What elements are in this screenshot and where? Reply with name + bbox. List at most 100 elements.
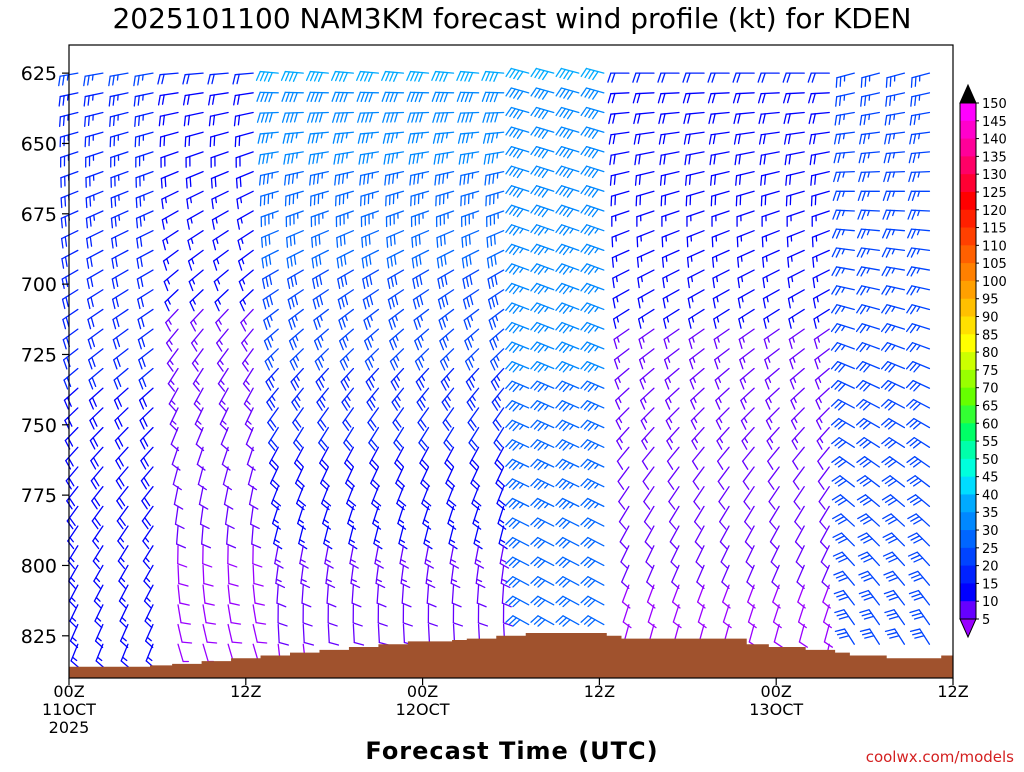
barb-shaft	[821, 546, 829, 562]
barb-shaft	[115, 428, 128, 441]
barb-shaft	[673, 585, 679, 602]
barb-flag	[418, 174, 419, 183]
barb-flag	[864, 134, 866, 143]
barb-flag	[784, 114, 786, 123]
barb-flag	[115, 420, 119, 429]
barb-flag	[267, 174, 268, 183]
barb-half-flag	[642, 337, 644, 342]
barb-flag	[315, 72, 319, 81]
barb-flag	[485, 175, 486, 184]
wind-barb	[464, 290, 479, 309]
barb-flag	[442, 153, 444, 162]
wind-barb	[62, 270, 78, 288]
barb-flag	[451, 583, 460, 587]
barb-half-flag	[397, 396, 400, 400]
barb-flag	[617, 441, 622, 449]
barb-shaft	[538, 518, 554, 526]
wind-barb	[856, 381, 879, 391]
barb-shaft	[185, 93, 203, 96]
barb-flag	[482, 92, 485, 101]
wind-barb	[506, 440, 529, 450]
wind-barb	[857, 438, 880, 448]
wind-barb	[911, 629, 930, 644]
barb-flag	[839, 134, 841, 143]
barb-flag	[837, 229, 841, 238]
barb-half-flag	[644, 398, 646, 403]
barb-flag	[835, 116, 836, 125]
wind-barb	[633, 73, 654, 82]
barb-flag	[857, 267, 862, 275]
barb-half-flag	[242, 259, 244, 264]
barb-flag	[96, 661, 103, 667]
wind-barb	[313, 290, 328, 309]
barb-flag	[614, 175, 615, 184]
wind-barb	[370, 447, 379, 470]
barb-flag	[432, 92, 435, 101]
barb-shaft	[136, 132, 153, 137]
wind-barb	[506, 518, 529, 528]
barb-flag	[414, 320, 417, 329]
wind-barb	[488, 270, 504, 288]
barb-flag	[393, 338, 397, 347]
barb-flag	[886, 97, 887, 106]
barb-flag	[912, 191, 915, 200]
wind-barb	[332, 92, 353, 101]
barb-flag	[88, 320, 91, 329]
barb-flag	[417, 402, 422, 410]
barb-flag	[832, 305, 837, 313]
barb-half-flag	[570, 288, 573, 292]
barb-half-flag	[70, 558, 73, 562]
wind-barb	[714, 329, 729, 348]
barb-flag	[494, 235, 495, 244]
barb-shaft	[112, 250, 128, 258]
barb-flag	[239, 261, 242, 270]
barb-half-flag	[172, 421, 176, 425]
barb-shaft	[689, 309, 704, 319]
barb-flag	[911, 497, 919, 502]
wind-barb	[328, 625, 338, 646]
wind-barb	[908, 514, 930, 526]
barb-shaft	[648, 605, 654, 622]
wind-barb	[487, 211, 504, 226]
barb-flag	[763, 278, 764, 287]
wind-barb	[228, 625, 241, 643]
wind-barb	[115, 408, 128, 429]
barb-half-flag	[619, 398, 621, 403]
barb-shaft	[862, 93, 880, 97]
wind-barb	[581, 596, 604, 606]
barb-shaft	[742, 428, 754, 441]
barb-shaft	[465, 329, 479, 341]
barb-half-flag	[843, 211, 845, 216]
barb-flag	[343, 174, 344, 183]
barb-shaft	[711, 113, 729, 115]
barb-flag	[290, 236, 291, 245]
barb-shaft	[618, 467, 629, 481]
barb-flag	[593, 91, 598, 99]
barb-flag	[119, 581, 125, 588]
barb-flag	[265, 93, 268, 102]
barb-shaft	[340, 349, 353, 362]
barb-flag	[412, 113, 415, 122]
barb-flag	[345, 113, 348, 122]
wind-barb	[70, 605, 78, 628]
barb-flag	[696, 562, 703, 569]
wind-barb	[115, 388, 128, 409]
barb-flag	[287, 113, 290, 122]
wind-barb	[183, 73, 203, 84]
wind-barb	[178, 644, 188, 661]
barb-flag	[684, 135, 686, 144]
barb-shaft	[817, 428, 829, 441]
barb-flag	[231, 623, 240, 624]
barb-flag	[90, 197, 91, 206]
barb-flag	[214, 261, 217, 270]
barb-shaft	[226, 506, 229, 524]
barb-shaft	[716, 388, 729, 400]
barb-shaft	[762, 231, 779, 238]
barb-half-flag	[300, 540, 304, 543]
barb-shaft	[762, 172, 780, 176]
wind-barb	[114, 369, 128, 389]
barb-shaft	[312, 231, 329, 238]
wind-barb	[168, 369, 178, 392]
barb-shaft	[211, 132, 228, 137]
wind-barb	[817, 428, 829, 450]
